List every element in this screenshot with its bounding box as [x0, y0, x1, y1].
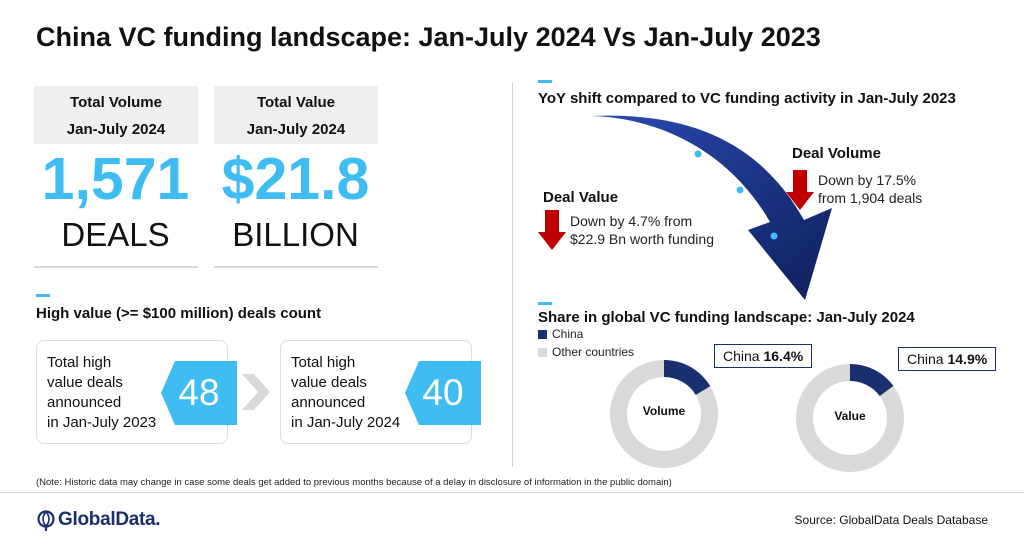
- legend-swatch-other: [538, 348, 547, 357]
- donut-slice-china: [850, 364, 894, 397]
- down-arrow-icon: [786, 170, 814, 210]
- deal-value-title: Deal Value: [543, 189, 619, 206]
- value-kpi-value: $21.8: [221, 146, 370, 212]
- legend-other: Other countries: [538, 345, 634, 359]
- legend-swatch-china: [538, 330, 547, 339]
- volume-donut-chart: [610, 360, 718, 468]
- value-donut-label: Value: [834, 409, 866, 423]
- badge-shape-icon: [161, 361, 237, 425]
- footnote: (Note: Historic data may change in case …: [36, 477, 672, 488]
- globaldata-logo-text: GlobalData.: [58, 509, 161, 530]
- section-accent-high-value: [36, 294, 50, 297]
- value-kpi-unit: BILLION: [232, 216, 359, 253]
- volume-callout-name: China: [723, 348, 760, 364]
- high-value-count-2023: 48: [178, 372, 220, 413]
- high-value-count-2024: 40: [422, 372, 464, 413]
- volume-kpi-period: Jan-July 2024: [66, 121, 166, 138]
- value-kpi-period: Jan-July 2024: [246, 121, 346, 138]
- donut-slice-other-countries: [610, 360, 718, 468]
- card-2024-line3: announced: [291, 394, 366, 411]
- card-2023-line2: value deals: [47, 374, 123, 391]
- value-kpi-header: Total Value Jan-July 2024: [214, 86, 378, 144]
- volume-callout-pct: 16.4%: [763, 348, 804, 364]
- card-2024-line1: Total high: [291, 354, 356, 371]
- volume-kpi-header: Total Volume Jan-July 2024: [34, 86, 198, 144]
- value-donut-chart: [796, 364, 904, 472]
- source-note: Source: GlobalData Deals Database: [794, 513, 988, 527]
- high-value-badge-2024: 40: [405, 361, 481, 425]
- card-2023-line1: Total high: [47, 354, 112, 371]
- deal-volume-line1: Down by 17.5%: [818, 172, 917, 188]
- volume-kpi-value: 1,571: [41, 146, 190, 212]
- badge-shape-icon: [405, 361, 481, 425]
- donut-slice-china: [664, 360, 711, 395]
- volume-kpi-divider: [34, 266, 198, 268]
- volume-donut-label: Volume: [642, 404, 686, 418]
- deal-value-change: Down by 4.7% from $22.9 Bn worth funding: [570, 212, 714, 248]
- downward-trend-arrow-icon: [592, 115, 832, 300]
- yoy-heading: YoY shift compared to VC funding activit…: [538, 90, 956, 107]
- legend-china: China: [538, 327, 583, 341]
- deal-volume-line2: from 1,904 deals: [818, 190, 923, 206]
- value-kpi-divider: [214, 266, 378, 268]
- deal-value-line2: $22.9 Bn worth funding: [570, 231, 714, 247]
- value-kpi-label: Total Value: [256, 94, 336, 111]
- high-value-card-2024: Total high value deals announced in Jan-…: [280, 340, 481, 444]
- deal-volume-change: Down by 17.5% from 1,904 deals: [818, 171, 922, 207]
- value-share-callout: China 14.9%: [898, 347, 997, 371]
- high-value-card-2023-text: Total high value deals announced in Jan-…: [47, 353, 177, 433]
- high-value-badge-2023: 48: [161, 361, 237, 425]
- legend-other-label: Other countries: [552, 345, 635, 359]
- value-callout-pct: 14.9%: [947, 351, 988, 367]
- volume-kpi-unit: DEALS: [61, 216, 170, 253]
- high-value-heading: High value (>= $100 million) deals count: [36, 305, 322, 322]
- card-2024-line4: in Jan-July 2024: [291, 414, 401, 431]
- high-value-card-2024-text: Total high value deals announced in Jan-…: [291, 353, 421, 433]
- legend-china-label: China: [552, 327, 584, 341]
- value-callout-name: China: [907, 351, 944, 367]
- section-accent-yoy: [538, 80, 552, 83]
- donut-slice-other-countries: [796, 364, 904, 472]
- volume-share-callout: China 16.4%: [714, 344, 813, 368]
- vertical-divider: [512, 82, 513, 467]
- share-heading: Share in global VC funding landscape: Ja…: [538, 309, 915, 326]
- footer-divider: [0, 492, 1024, 493]
- card-2023-line3: announced: [47, 394, 122, 411]
- page-title: China VC funding landscape: Jan-July 202…: [36, 22, 821, 52]
- volume-kpi-label: Total Volume: [70, 94, 162, 111]
- globaldata-logo-icon: [37, 510, 55, 531]
- chevron-right-icon: [242, 374, 270, 410]
- down-arrow-icon: [538, 210, 566, 250]
- deal-value-line1: Down by 4.7% from: [570, 213, 693, 229]
- section-accent-share: [538, 302, 552, 305]
- high-value-card-2023: Total high value deals announced in Jan-…: [36, 340, 237, 444]
- card-2023-line4: in Jan-July 2023: [47, 414, 157, 431]
- deal-volume-title: Deal Volume: [792, 145, 881, 162]
- card-2024-line2: value deals: [291, 374, 367, 391]
